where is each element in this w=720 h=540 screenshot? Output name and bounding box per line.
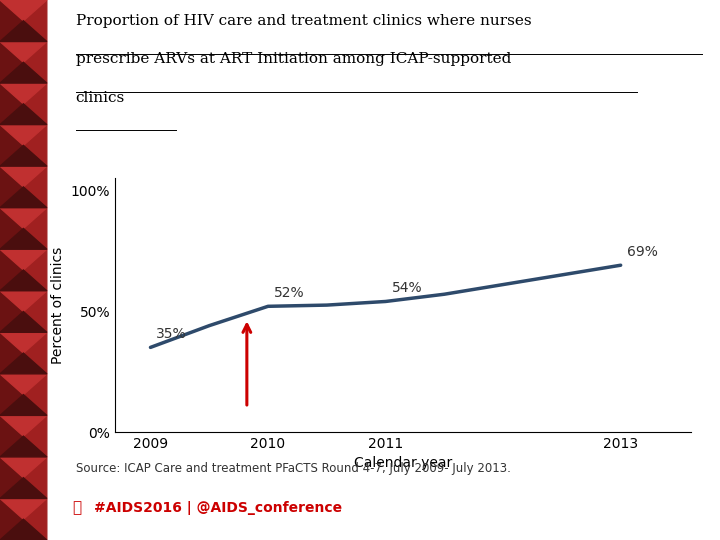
Polygon shape: [23, 166, 47, 208]
Text: Source: ICAP Care and treatment PFaCTS Round 4-7, July 2009- July 2013.: Source: ICAP Care and treatment PFaCTS R…: [76, 462, 510, 475]
Polygon shape: [0, 249, 23, 291]
Polygon shape: [23, 83, 47, 125]
X-axis label: Calendar year: Calendar year: [354, 456, 452, 470]
Polygon shape: [0, 187, 47, 208]
Polygon shape: [0, 270, 47, 291]
Polygon shape: [0, 457, 23, 498]
Text: clinics: clinics: [76, 91, 125, 105]
Polygon shape: [0, 415, 23, 457]
Text: 🐦: 🐦: [72, 500, 81, 515]
Polygon shape: [0, 519, 47, 540]
Polygon shape: [0, 125, 47, 145]
Text: #AIDS2016 | @AIDS_conference: #AIDS2016 | @AIDS_conference: [94, 501, 342, 515]
Polygon shape: [23, 457, 47, 498]
Polygon shape: [0, 83, 47, 104]
Polygon shape: [0, 21, 47, 42]
Polygon shape: [0, 415, 47, 436]
Polygon shape: [0, 498, 23, 540]
Polygon shape: [0, 332, 23, 374]
Polygon shape: [0, 42, 23, 83]
Polygon shape: [0, 145, 47, 166]
Polygon shape: [0, 166, 47, 187]
Text: prescribe ARVs at ART Initiation among ICAP-supported: prescribe ARVs at ART Initiation among I…: [76, 52, 511, 66]
Polygon shape: [0, 83, 23, 125]
Polygon shape: [23, 498, 47, 540]
Polygon shape: [23, 125, 47, 166]
Polygon shape: [0, 457, 47, 478]
Polygon shape: [23, 42, 47, 83]
Polygon shape: [0, 228, 47, 249]
Polygon shape: [0, 291, 23, 332]
Text: 69%: 69%: [626, 245, 657, 259]
Polygon shape: [0, 125, 23, 166]
Polygon shape: [0, 478, 47, 498]
Polygon shape: [0, 395, 47, 415]
Polygon shape: [0, 353, 47, 374]
Polygon shape: [0, 291, 47, 312]
Polygon shape: [23, 249, 47, 291]
Polygon shape: [0, 498, 47, 519]
Polygon shape: [23, 291, 47, 332]
Polygon shape: [0, 374, 47, 395]
Polygon shape: [0, 249, 47, 270]
Text: Proportion of HIV care and treatment clinics where nurses: Proportion of HIV care and treatment cli…: [76, 14, 531, 28]
Y-axis label: Percent of clinics: Percent of clinics: [51, 246, 66, 364]
Polygon shape: [0, 208, 23, 249]
Text: 35%: 35%: [156, 327, 187, 341]
Text: 52%: 52%: [274, 286, 305, 300]
Polygon shape: [0, 62, 47, 83]
Text: 54%: 54%: [392, 281, 422, 295]
Polygon shape: [0, 0, 47, 21]
Polygon shape: [0, 0, 23, 42]
Polygon shape: [0, 374, 23, 415]
Polygon shape: [0, 436, 47, 457]
Polygon shape: [23, 332, 47, 374]
Polygon shape: [0, 166, 23, 208]
Polygon shape: [0, 42, 47, 62]
Polygon shape: [0, 104, 47, 125]
Polygon shape: [23, 208, 47, 249]
Polygon shape: [23, 0, 47, 42]
Polygon shape: [23, 374, 47, 415]
Polygon shape: [0, 208, 47, 228]
Polygon shape: [23, 415, 47, 457]
Polygon shape: [0, 332, 47, 353]
Polygon shape: [0, 312, 47, 332]
